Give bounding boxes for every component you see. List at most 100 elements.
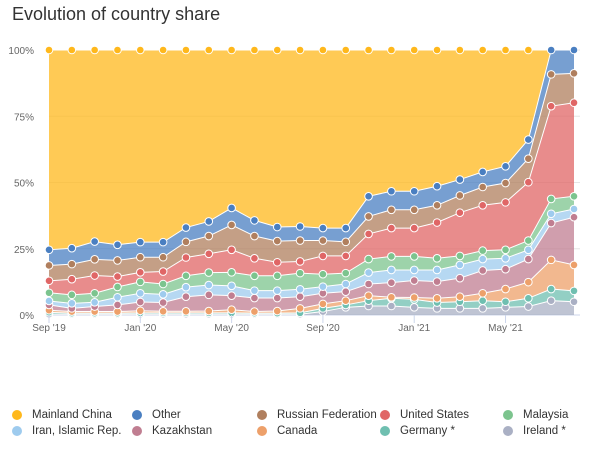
legend-item[interactable]: Malaysia: [503, 409, 568, 421]
data-point: [158, 45, 168, 55]
data-point: [524, 254, 533, 264]
data-point: [136, 297, 145, 307]
y-tick-label: 100%: [8, 46, 34, 57]
data-point: [204, 217, 214, 226]
data-point: [501, 297, 510, 307]
legend-item[interactable]: Iran, Islamic Rep.: [12, 425, 121, 437]
data-point: [136, 252, 145, 262]
data-point: [341, 251, 351, 261]
legend-item[interactable]: Mainland China: [12, 409, 112, 421]
data-point: [478, 266, 487, 275]
data-point: [204, 45, 214, 55]
legend-dot-icon: [257, 410, 267, 420]
data-point: [295, 236, 305, 245]
data-point: [90, 45, 99, 55]
y-tick-label: 75%: [14, 112, 34, 123]
data-point: [181, 271, 191, 281]
data-point: [364, 191, 373, 201]
data-point: [524, 245, 533, 255]
data-point: [341, 296, 351, 305]
data-point: [432, 218, 442, 227]
data-point: [432, 181, 442, 191]
data-point: [113, 45, 122, 55]
data-point: [387, 205, 396, 215]
data-point: [524, 302, 533, 311]
data-point: [546, 255, 556, 265]
data-point: [272, 271, 282, 281]
data-point: [204, 231, 214, 241]
data-point: [136, 45, 145, 55]
legend-label: Mainland China: [32, 409, 112, 421]
data-point: [318, 282, 328, 291]
legend-label: Russian Federation: [277, 409, 377, 421]
data-point: [227, 291, 236, 300]
area-other: [49, 50, 574, 266]
data-point: [250, 216, 259, 225]
chart-title: Evolution of country share: [12, 4, 221, 24]
data-point: [341, 287, 351, 296]
legend-item[interactable]: Russian Federation: [257, 409, 377, 421]
data-point: [158, 267, 168, 276]
data-point: [318, 299, 328, 309]
data-point: [387, 292, 396, 302]
data-point: [158, 306, 168, 316]
data-point: [250, 231, 259, 241]
data-point: [569, 260, 579, 270]
data-point: [409, 205, 419, 215]
data-point: [181, 223, 191, 232]
data-point: [546, 296, 556, 305]
data-point: [569, 69, 579, 78]
data-point: [409, 223, 419, 233]
legend-label: Iran, Islamic Rep.: [32, 425, 122, 437]
data-point: [432, 294, 442, 303]
data-point: [409, 293, 419, 302]
legend-dot-icon: [503, 410, 513, 420]
x-tick-label: Sep '20: [306, 323, 340, 334]
data-point: [44, 276, 54, 286]
data-point: [569, 191, 579, 201]
x-tick-label: Jan '21: [398, 323, 430, 334]
data-point: [387, 278, 396, 287]
x-tick-label: Sep '19: [32, 323, 66, 334]
legend-label: Germany *: [400, 425, 455, 437]
legend-item[interactable]: United States: [380, 409, 469, 421]
data-point: [478, 246, 487, 255]
data-point: [364, 229, 373, 239]
area-iran-islamic-rep-: [49, 209, 574, 309]
data-point: [341, 279, 351, 289]
y-tick-label: 25%: [14, 245, 34, 256]
data-point: [67, 290, 77, 300]
data-point: [181, 237, 191, 247]
data-point: [44, 261, 54, 270]
data-point: [295, 268, 305, 278]
x-tick-label: Jan '20: [124, 323, 156, 334]
data-point: [569, 45, 579, 55]
data-point: [364, 279, 373, 289]
data-point: [501, 264, 510, 274]
data-point: [501, 162, 510, 171]
data-point: [387, 301, 396, 311]
data-point: [136, 268, 145, 277]
data-point: [113, 240, 122, 250]
area-united-states: [49, 102, 574, 295]
data-point: [318, 223, 328, 233]
data-point: [295, 304, 305, 313]
data-point: [524, 154, 533, 163]
data-point: [113, 300, 122, 310]
data-point: [409, 265, 419, 275]
data-point: [455, 260, 465, 270]
legend-item[interactable]: Other: [132, 409, 181, 421]
data-point: [546, 209, 556, 219]
data-point: [318, 251, 328, 261]
data-point: [478, 254, 487, 264]
legend-item[interactable]: Ireland *: [503, 425, 566, 437]
legend-item[interactable]: Canada: [257, 425, 317, 437]
data-point: [295, 292, 305, 302]
data-point: [546, 284, 556, 294]
data-point: [341, 237, 351, 247]
legend-item[interactable]: Germany *: [380, 425, 455, 437]
data-point: [136, 306, 145, 316]
data-point: [524, 135, 533, 144]
legend-dot-icon: [503, 426, 513, 436]
legend-item[interactable]: Kazakhstan: [132, 425, 212, 437]
